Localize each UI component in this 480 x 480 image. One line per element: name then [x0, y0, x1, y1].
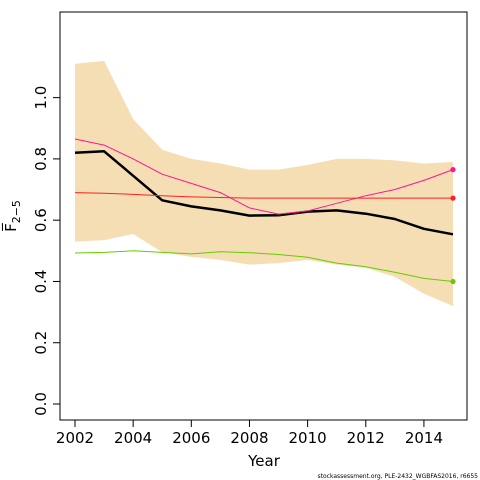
y-tick-label-group: 1.0 [32, 86, 50, 110]
y-tick-label: 0.2 [32, 331, 50, 355]
y-axis-title: F̅2−5 [1, 200, 23, 232]
x-tick-label: 2002 [56, 429, 94, 447]
y-tick-label-group: 0.0 [32, 392, 50, 416]
series-layer [74, 138, 454, 282]
y-tick-label: 0.4 [32, 270, 50, 294]
x-tick-label: 2012 [347, 429, 385, 447]
x-axis: 2002 2004 2006 2008 2010 2012 2014 [56, 419, 443, 447]
confidence-band [75, 60, 453, 307]
series-line-1 [74, 150, 454, 236]
series-line-3 [74, 192, 453, 199]
x-tick-label: 2004 [114, 429, 152, 447]
series-line-4 [74, 250, 454, 282]
y-tick-label: 1.0 [32, 86, 50, 110]
series-end-point-3 [450, 195, 456, 201]
y-axis: 0.0 0.2 0.4 0.6 0.8 1.0 [32, 86, 61, 416]
credit-text: stockassessment.org, PLE-2432_WGBFAS2016… [318, 473, 479, 480]
y-tick-label: 0.6 [32, 208, 50, 232]
x-tick-label: 2014 [405, 429, 443, 447]
x-axis-title: Year [247, 452, 281, 470]
y-axis-title-subscript: 2−5 [10, 200, 23, 223]
series-end-point-4 [450, 278, 456, 285]
svg-text:F̅2−5: F̅2−5 [1, 200, 23, 232]
series-line-2 [74, 138, 454, 215]
x-tick-label: 2006 [172, 429, 210, 447]
y-axis-title-symbol: F̅ [1, 222, 20, 232]
y-tick-label-group: 0.4 [32, 270, 50, 294]
y-tick-label-group: 0.2 [32, 331, 50, 355]
x-tick-label: 2008 [230, 429, 268, 447]
y-tick-label-group: 0.6 [32, 208, 50, 232]
confidence-band-layer [75, 60, 453, 307]
end-marker-layer [450, 167, 456, 285]
y-tick-label: 0.8 [32, 147, 50, 171]
series-end-point-2 [450, 167, 456, 173]
y-tick-label-group: 0.8 [32, 147, 50, 171]
y-tick-label: 0.0 [32, 392, 50, 416]
x-tick-label: 2010 [289, 429, 327, 447]
